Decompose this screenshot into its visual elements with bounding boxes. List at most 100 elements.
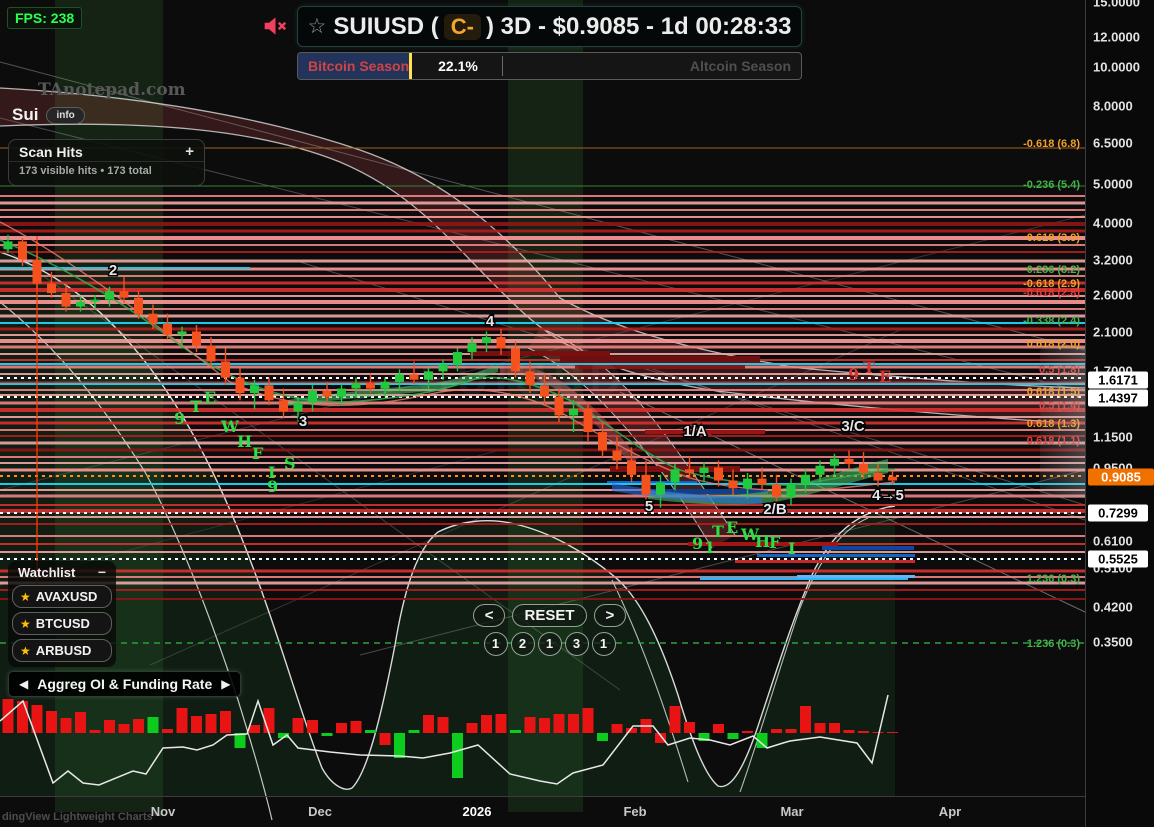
scan-hit-line — [0, 421, 1085, 425]
fib-label: 1.236 (0.3) — [1027, 573, 1081, 585]
price-level-badge: 1.4397 — [1088, 389, 1148, 407]
level-segment — [648, 489, 768, 494]
cyan-level — [0, 483, 1085, 485]
next-button[interactable]: > — [593, 604, 627, 627]
signal-letter: T — [190, 397, 202, 416]
oi-bar — [104, 720, 115, 733]
watchlist-collapse-button[interactable]: − — [97, 564, 106, 580]
price-tick-label: 15.0000 — [1093, 0, 1140, 10]
signal-letter: E — [726, 518, 738, 537]
signal-letter: 9 — [267, 477, 278, 496]
oi-bar — [379, 733, 391, 745]
oi-bar — [698, 733, 710, 741]
level-segment — [575, 364, 745, 369]
oi-bar — [423, 715, 434, 733]
scan-hit-line — [0, 543, 1085, 545]
time-tick-label: Apr — [938, 804, 962, 819]
candle-body — [453, 352, 462, 365]
candle-body — [192, 331, 201, 346]
scan-hit-line — [0, 504, 1085, 506]
oi-bar — [75, 712, 86, 733]
scan-hit-line — [0, 401, 1085, 405]
candle-body — [540, 385, 549, 397]
scan-hit-levels — [0, 147, 1085, 644]
price-tick-label: 12.0000 — [1093, 29, 1140, 45]
scan-hit-line — [0, 523, 1085, 525]
oi-bar — [89, 730, 101, 733]
fib-label: 0.5 (1.8) — [1039, 364, 1080, 376]
candle-body — [612, 450, 622, 461]
candle-body — [482, 337, 491, 344]
time-axis[interactable]: Nov Dec 2026 Feb Mar Apr — [0, 796, 1085, 827]
signal-letter: F — [252, 444, 264, 463]
scan-hits-add-button[interactable]: + — [185, 143, 194, 160]
candle-body — [873, 472, 883, 481]
signal-letter: E — [204, 388, 216, 407]
watchlist-item-arbusd[interactable]: ★ ARBUSD — [12, 639, 112, 662]
signal-letter: 1 — [704, 538, 715, 557]
wave-label: 2/B — [763, 501, 787, 518]
subpane-prev-arrow[interactable]: ◀ — [19, 677, 29, 691]
oi-bar — [684, 722, 695, 733]
oi-bar — [249, 725, 260, 733]
fib-label: 0.618 (1.3) — [1027, 418, 1081, 430]
count-button-2[interactable]: 2 — [510, 632, 535, 656]
subpane-next-arrow[interactable]: ▶ — [221, 677, 231, 691]
candle-body — [177, 331, 187, 335]
candle-body — [61, 293, 71, 307]
candle-body — [641, 474, 651, 495]
scan-hit-line — [0, 295, 1085, 297]
price-level-badge: 0.7299 — [1088, 504, 1148, 522]
price-tick-label: 3.2000 — [1093, 252, 1133, 268]
prev-button[interactable]: < — [472, 604, 506, 627]
scan-hit-line — [0, 345, 1085, 349]
time-tick-label: Mar — [780, 804, 804, 819]
candle-body — [76, 301, 85, 307]
candle-body — [670, 469, 680, 483]
favorite-star-icon[interactable]: ☆ — [307, 15, 327, 38]
signal-letter: H — [237, 432, 252, 451]
scan-hit-line — [0, 535, 1085, 537]
candle-body — [467, 343, 477, 353]
count-button-5[interactable]: 1 — [591, 632, 616, 656]
symbol-title-bar[interactable]: ☆ SUIUSD ( C- ) 3D - $0.9085 - 1d 00:28:… — [297, 6, 802, 47]
reset-button[interactable]: RESET — [512, 604, 587, 627]
count-button-4[interactable]: 3 — [564, 632, 589, 656]
oi-bar — [350, 721, 362, 733]
scan-hit-line — [0, 185, 1085, 187]
price-tick-label: 0.3500 — [1093, 634, 1133, 650]
signal-letter: W — [220, 417, 240, 436]
season-divider — [502, 56, 503, 76]
trendline — [619, 391, 1086, 613]
oi-bar — [524, 717, 536, 733]
oi-bar — [46, 711, 57, 733]
count-button-3[interactable]: 1 — [537, 632, 562, 656]
mute-button[interactable] — [262, 13, 290, 39]
candle-body — [148, 313, 158, 324]
candle-body — [511, 348, 520, 372]
mute-speaker-icon — [264, 17, 287, 35]
wave-label: 1/A — [683, 423, 707, 440]
info-badge[interactable]: info — [46, 106, 85, 124]
price-axis[interactable]: 15.0000 12.0000 10.0000 8.0000 6.5000 5.0000 4… — [1085, 0, 1154, 827]
fib-label: -0.618 (6.8) — [1023, 138, 1080, 150]
oi-bar — [713, 724, 724, 733]
candle-body — [801, 474, 810, 485]
watchlist-item-avaxusd[interactable]: ★ AVAXUSD — [12, 585, 112, 608]
fps-badge: FPS: 238 — [7, 7, 83, 29]
scan-hit-line — [0, 509, 1085, 513]
scan-hit-line — [0, 441, 1085, 445]
level-segment — [470, 351, 610, 356]
candle-body — [235, 377, 245, 394]
wave-label: 3/C — [841, 418, 865, 435]
candle-body — [685, 469, 694, 473]
signal-letter: H — [755, 532, 770, 551]
price-tick-label: 2.6000 — [1093, 287, 1133, 303]
watchlist-item-btcusd[interactable]: ★ BTCUSD — [12, 612, 112, 635]
scan-hit-line — [0, 462, 1085, 464]
library-attribution: dingView Lightweight Charts™ — [2, 811, 164, 823]
wave-label: 2 — [109, 262, 117, 279]
count-button-1[interactable]: 1 — [483, 632, 508, 656]
